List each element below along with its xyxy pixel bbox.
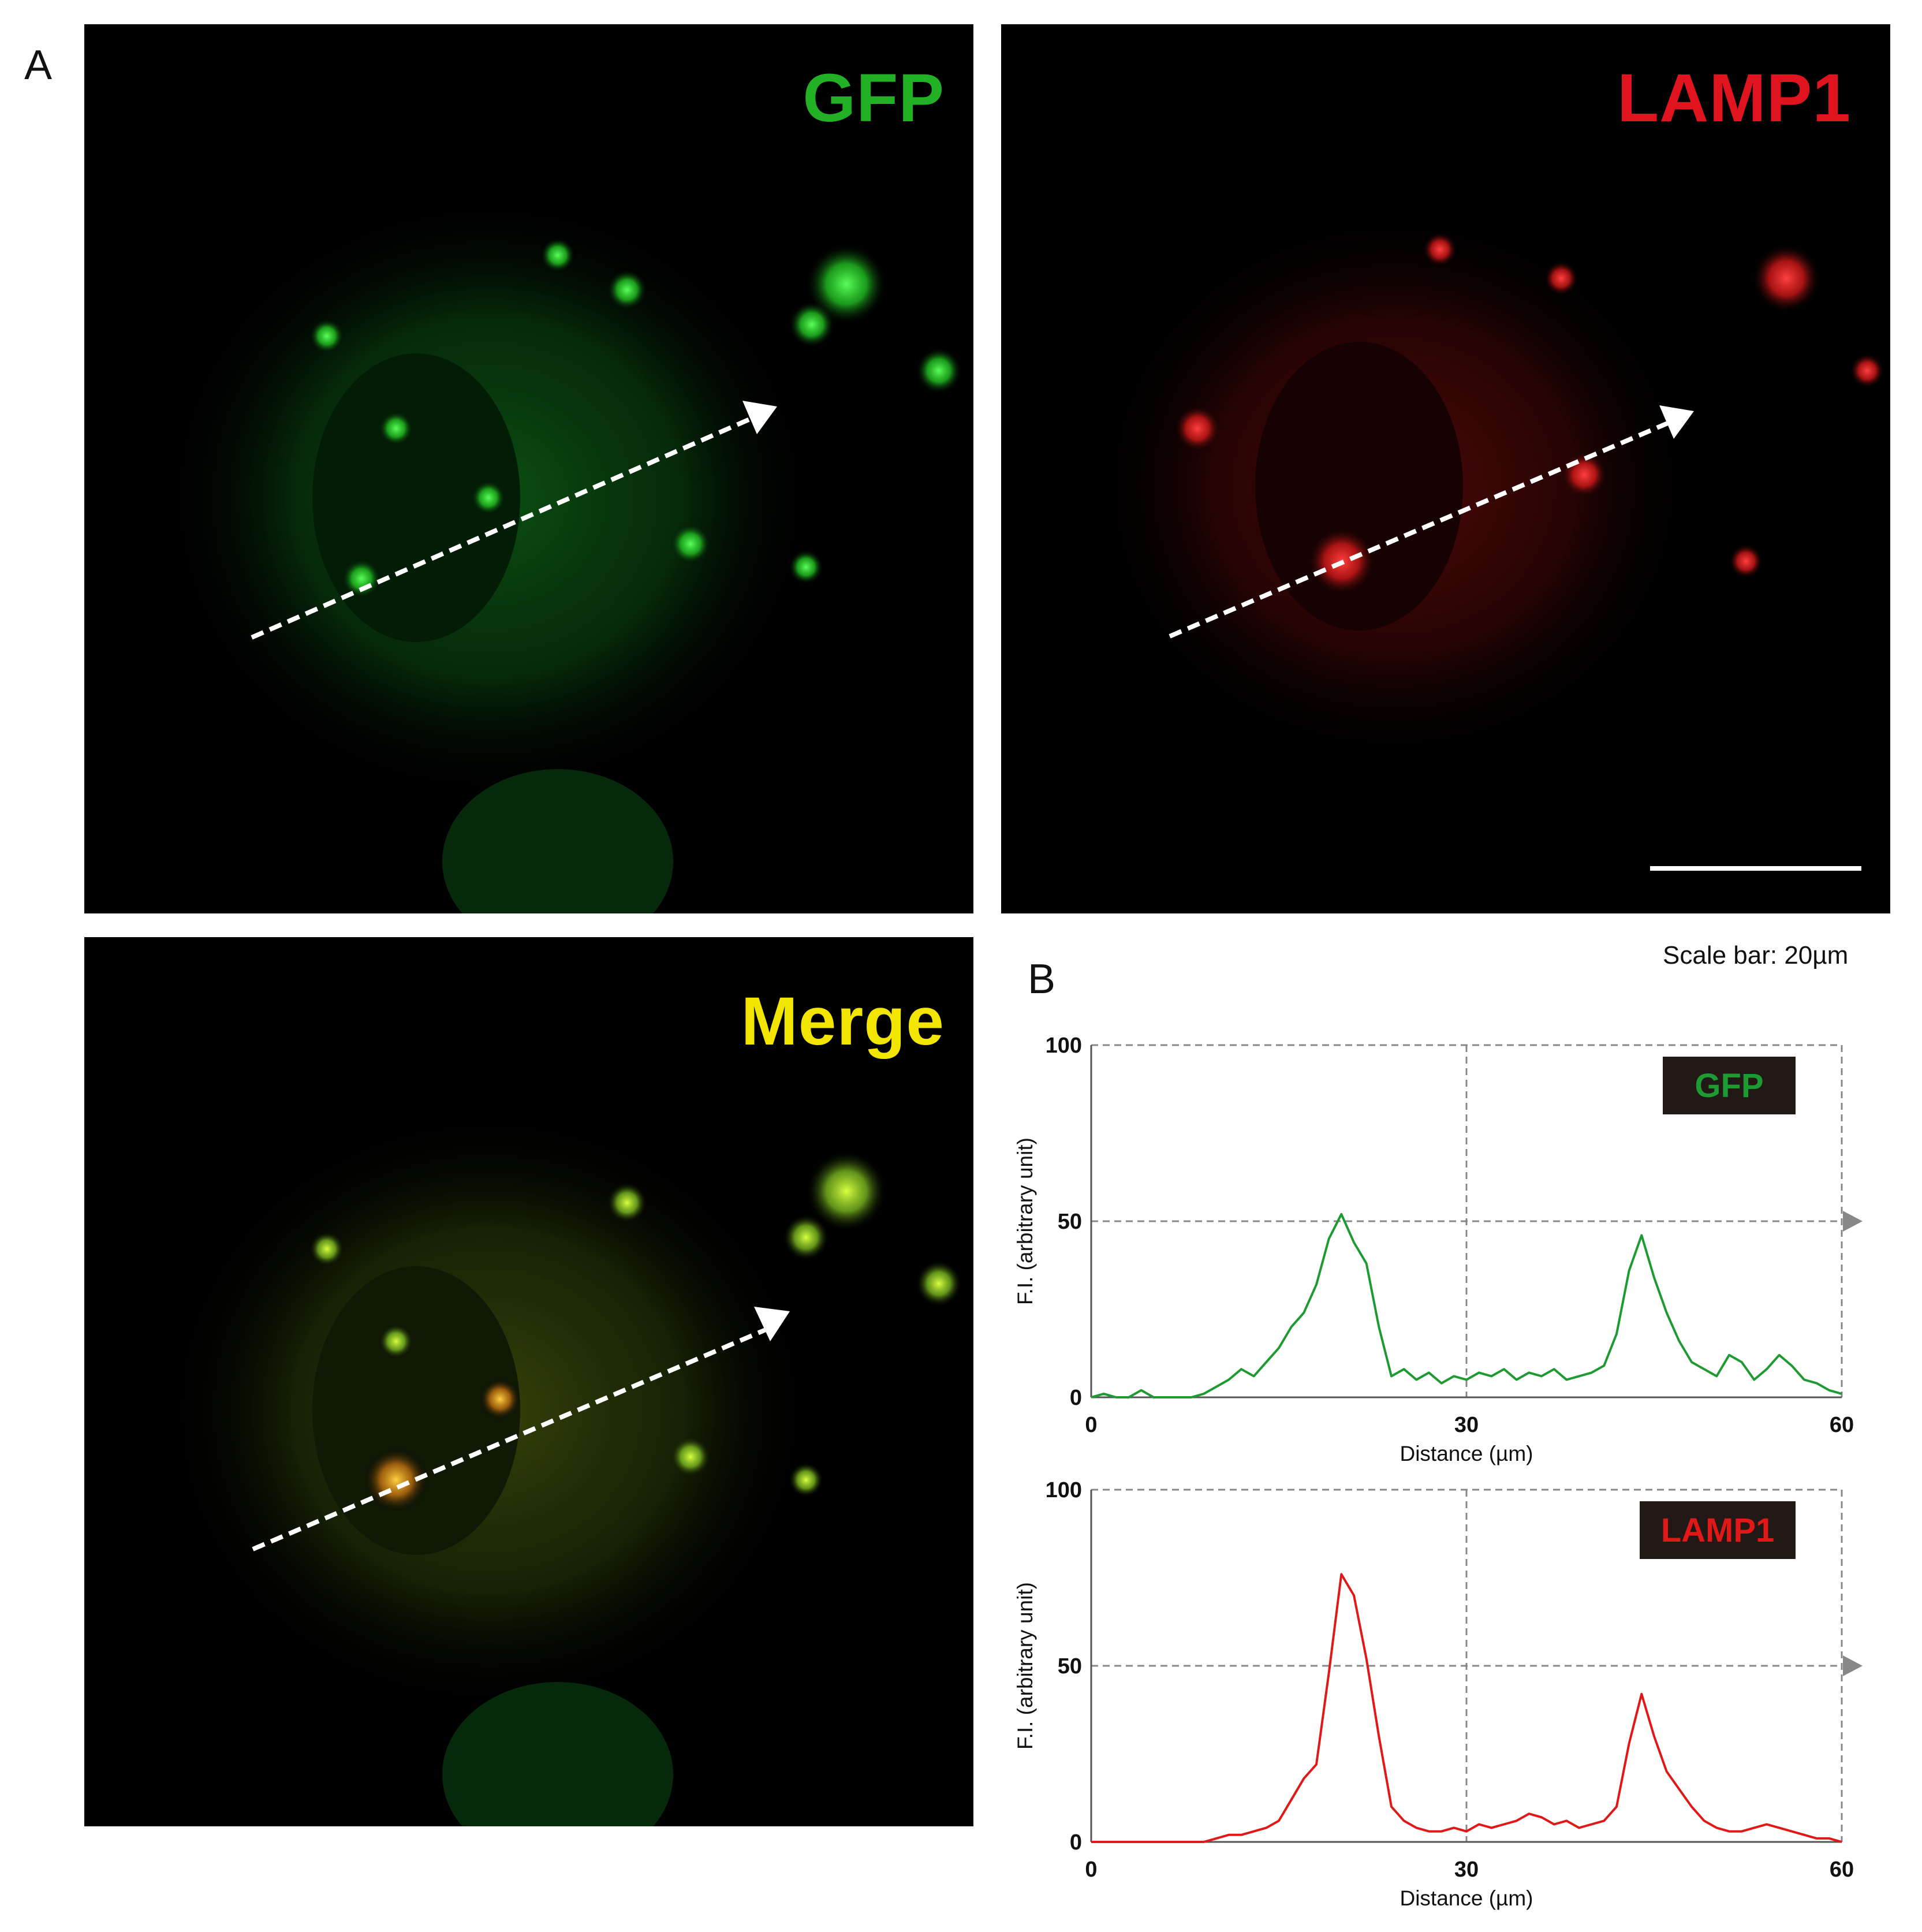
lamp1-x-axis-label: Distance (µm) [1399, 1886, 1533, 1910]
lamp1-legend-box [1640, 1501, 1796, 1559]
gfp-arrowhead [1843, 1211, 1863, 1232]
lamp1-x-tick-30: 30 [1454, 1858, 1479, 1882]
gfp-x-tick-30: 30 [1454, 1413, 1479, 1437]
gfp-x-axis-label: Distance (µm) [1399, 1442, 1533, 1465]
lamp1-micrograph: LAMP1 [1001, 24, 1890, 913]
gfp-y-tick-100: 100 [1046, 1034, 1082, 1058]
lamp1-y-tick-0: 0 [1070, 1830, 1082, 1855]
gfp-y-tick-0: 0 [1070, 1386, 1082, 1410]
gfp-legend-box [1663, 1057, 1796, 1114]
merge-channel-label: Merge [741, 983, 945, 1060]
gfp-profile-plot-svg: 0 50 100 0 30 60 Distance (µm) F.I. (arbitrary … [1013, 1034, 1863, 1465]
lamp1-channel-label: LAMP1 [1617, 60, 1851, 136]
lamp1-x-tick-0: 0 [1085, 1858, 1097, 1882]
lamp1-micrograph-art [1094, 209, 1884, 871]
gfp-x-tick-0: 0 [1085, 1413, 1097, 1437]
merge-micrograph-art [165, 1110, 962, 1826]
lamp1-y-tick-100: 100 [1046, 1478, 1082, 1502]
lamp1-series-line [1091, 1573, 1842, 1843]
lamp1-y-axis-label: F.I. (arbitrary unit) [1013, 1582, 1037, 1750]
lamp1-legend-text: LAMP1 [1661, 1512, 1775, 1549]
lamp1-profile-plot: 0 50 100 0 30 60 Distance (µm) F.I. (arbitrary … [1005, 1467, 1905, 1917]
gfp-x-tick-60: 60 [1830, 1413, 1854, 1437]
gfp-series-line [1091, 1213, 1842, 1398]
gfp-micrograph-art [165, 197, 962, 913]
gfp-y-axis-label: F.I. (arbitrary unit) [1013, 1137, 1037, 1305]
lamp1-arrowhead [1843, 1655, 1863, 1676]
gfp-profile-plot: 0 50 100 0 30 60 Distance (µm) F.I. (arbitrary … [1005, 1022, 1905, 1472]
panel-a-letter: A [24, 42, 53, 88]
gfp-legend-text: GFP [1695, 1067, 1763, 1105]
panel-b-letter: B [1028, 956, 1056, 1002]
scale-bar-note: Scale bar: 20µm [1663, 941, 1849, 969]
gfp-channel-label: GFP [803, 60, 945, 136]
lamp1-x-tick-60: 60 [1830, 1858, 1854, 1882]
gfp-y-tick-50: 50 [1058, 1210, 1082, 1234]
merge-micrograph: Merge [84, 937, 973, 1826]
lamp1-y-tick-50: 50 [1058, 1654, 1082, 1679]
gfp-micrograph: GFP [84, 24, 973, 913]
lamp1-profile-plot-svg: 0 50 100 0 30 60 Distance (µm) F.I. (arbitrary … [1013, 1478, 1863, 1910]
